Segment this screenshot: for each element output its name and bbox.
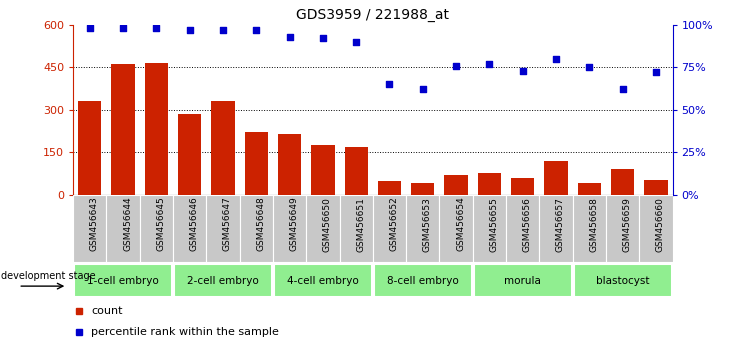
Bar bbox=[311, 145, 335, 195]
Point bbox=[251, 27, 262, 33]
Bar bbox=[639, 195, 673, 262]
Point bbox=[384, 81, 395, 87]
Bar bbox=[245, 132, 268, 195]
Text: morula: morula bbox=[504, 275, 541, 286]
Text: GSM456659: GSM456659 bbox=[623, 197, 632, 252]
Point bbox=[450, 63, 462, 68]
Bar bbox=[406, 195, 439, 262]
Text: GSM456654: GSM456654 bbox=[456, 197, 465, 251]
Bar bbox=[174, 264, 272, 297]
Bar bbox=[211, 101, 235, 195]
Text: 8-cell embryo: 8-cell embryo bbox=[387, 275, 458, 286]
Point bbox=[483, 61, 495, 67]
Bar bbox=[644, 180, 667, 195]
Text: 2-cell embryo: 2-cell embryo bbox=[187, 275, 259, 286]
Text: GSM456658: GSM456658 bbox=[589, 197, 598, 252]
Bar bbox=[73, 195, 107, 262]
Bar bbox=[506, 195, 539, 262]
Text: GSM456644: GSM456644 bbox=[123, 197, 132, 251]
Point bbox=[517, 68, 529, 74]
Bar bbox=[577, 183, 601, 195]
Text: development stage: development stage bbox=[1, 271, 96, 281]
Bar bbox=[474, 264, 572, 297]
Point bbox=[284, 34, 295, 40]
Point bbox=[151, 25, 162, 31]
Text: GSM456651: GSM456651 bbox=[356, 197, 366, 252]
Point bbox=[317, 35, 329, 41]
Bar bbox=[478, 173, 501, 195]
Bar bbox=[473, 195, 506, 262]
Text: GSM456646: GSM456646 bbox=[189, 197, 199, 251]
Bar bbox=[444, 175, 468, 195]
Bar bbox=[273, 195, 306, 262]
Text: 1-cell embryo: 1-cell embryo bbox=[87, 275, 159, 286]
Bar bbox=[411, 183, 434, 195]
Text: GSM456656: GSM456656 bbox=[523, 197, 531, 252]
Point bbox=[617, 86, 629, 92]
Point bbox=[183, 27, 195, 33]
Text: 4-cell embryo: 4-cell embryo bbox=[287, 275, 359, 286]
Bar bbox=[545, 161, 567, 195]
Text: GSM456649: GSM456649 bbox=[289, 197, 298, 251]
Bar bbox=[574, 264, 672, 297]
Bar bbox=[173, 195, 206, 262]
Bar bbox=[611, 169, 635, 195]
Text: GSM456653: GSM456653 bbox=[423, 197, 432, 252]
Text: GSM456650: GSM456650 bbox=[323, 197, 332, 252]
Point bbox=[417, 86, 428, 92]
Bar bbox=[373, 195, 406, 262]
Point bbox=[583, 64, 595, 70]
Bar bbox=[240, 195, 273, 262]
Point bbox=[84, 25, 96, 31]
Bar bbox=[140, 195, 173, 262]
Text: GSM456660: GSM456660 bbox=[656, 197, 665, 252]
Text: GSM456643: GSM456643 bbox=[90, 197, 99, 251]
Text: GSM456647: GSM456647 bbox=[223, 197, 232, 251]
Bar bbox=[145, 63, 168, 195]
Bar bbox=[439, 195, 473, 262]
Text: GSM456652: GSM456652 bbox=[390, 197, 398, 251]
Point bbox=[350, 39, 362, 45]
Bar bbox=[306, 195, 339, 262]
Point bbox=[117, 25, 129, 31]
Bar bbox=[339, 195, 373, 262]
Bar bbox=[344, 147, 368, 195]
Bar bbox=[206, 195, 240, 262]
Bar bbox=[278, 134, 301, 195]
Bar bbox=[274, 264, 372, 297]
Text: GSM456655: GSM456655 bbox=[489, 197, 499, 252]
Point bbox=[650, 69, 662, 75]
Bar bbox=[606, 195, 639, 262]
Text: GSM456648: GSM456648 bbox=[257, 197, 265, 251]
Bar bbox=[539, 195, 572, 262]
Bar bbox=[107, 195, 140, 262]
Text: GSM456645: GSM456645 bbox=[156, 197, 165, 251]
Bar bbox=[78, 101, 102, 195]
Bar bbox=[74, 264, 172, 297]
Text: GSM456657: GSM456657 bbox=[556, 197, 565, 252]
Bar bbox=[178, 114, 201, 195]
Text: count: count bbox=[91, 306, 123, 316]
Point bbox=[217, 27, 229, 33]
Text: blastocyst: blastocyst bbox=[596, 275, 649, 286]
Bar bbox=[374, 264, 471, 297]
Title: GDS3959 / 221988_at: GDS3959 / 221988_at bbox=[296, 8, 450, 22]
Bar bbox=[572, 195, 606, 262]
Point bbox=[550, 56, 562, 62]
Bar bbox=[378, 181, 401, 195]
Text: percentile rank within the sample: percentile rank within the sample bbox=[91, 327, 279, 337]
Bar bbox=[111, 64, 135, 195]
Bar bbox=[511, 178, 534, 195]
